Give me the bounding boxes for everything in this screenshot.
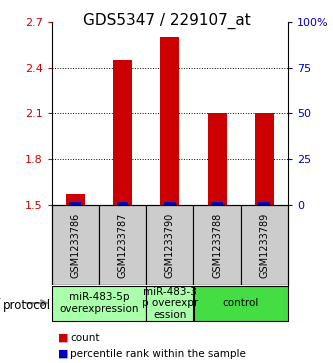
Bar xyxy=(66,195,85,205)
Text: GSM1233787: GSM1233787 xyxy=(118,212,128,278)
Bar xyxy=(99,205,146,285)
Bar xyxy=(255,113,274,205)
Bar xyxy=(113,60,132,205)
Text: GSM1233786: GSM1233786 xyxy=(70,212,80,278)
Bar xyxy=(241,205,288,285)
Text: control: control xyxy=(222,298,259,308)
Text: GDS5347 / 229107_at: GDS5347 / 229107_at xyxy=(83,13,250,29)
Text: protocol: protocol xyxy=(3,299,52,312)
Text: GSM1233788: GSM1233788 xyxy=(212,212,222,278)
Bar xyxy=(258,202,270,205)
Bar xyxy=(193,205,241,285)
Text: miR-483-5p
overexpression: miR-483-5p overexpression xyxy=(59,292,139,314)
Bar xyxy=(164,202,176,205)
Text: percentile rank within the sample: percentile rank within the sample xyxy=(70,349,246,359)
Text: count: count xyxy=(70,333,100,343)
Bar xyxy=(211,202,223,205)
Bar xyxy=(52,205,99,285)
Bar xyxy=(117,202,129,205)
Bar xyxy=(146,205,193,285)
Text: ■: ■ xyxy=(58,333,69,343)
Bar xyxy=(69,202,81,205)
Bar xyxy=(161,37,179,205)
Text: ■: ■ xyxy=(58,349,69,359)
Text: GDS5347: GDS5347 xyxy=(0,297,2,310)
Bar xyxy=(208,113,226,205)
Bar xyxy=(147,286,193,321)
Bar xyxy=(52,286,146,321)
Text: GSM1233790: GSM1233790 xyxy=(165,212,175,278)
Bar xyxy=(194,286,288,321)
Text: miR-483-3
p overexpr
ession: miR-483-3 p overexpr ession xyxy=(142,286,198,320)
Text: GSM1233789: GSM1233789 xyxy=(259,212,269,278)
